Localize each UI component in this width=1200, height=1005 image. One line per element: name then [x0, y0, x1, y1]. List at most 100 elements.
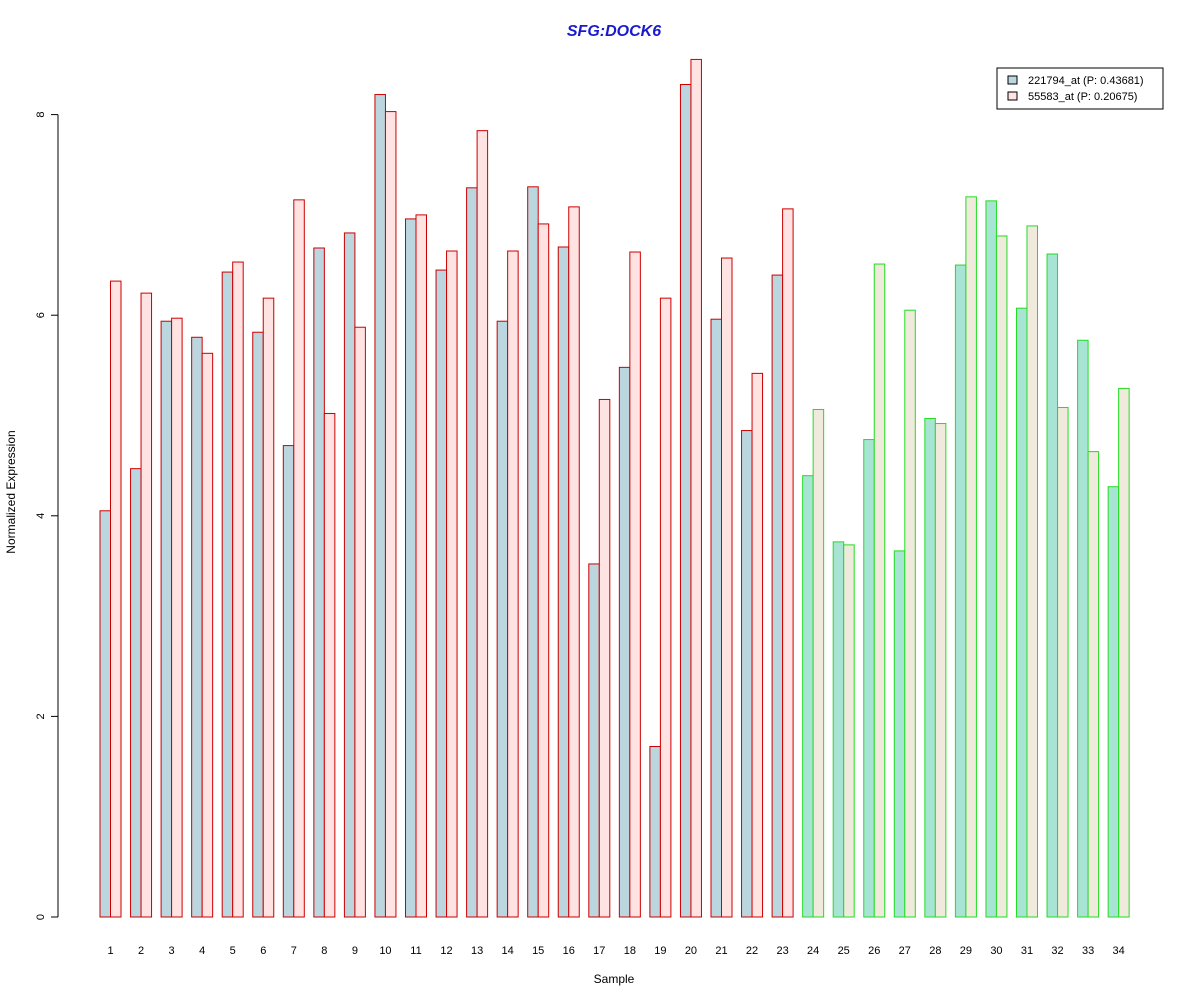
x-tick-label: 24 [807, 945, 819, 957]
bar-sample-17-series-2 [598, 398, 611, 918]
x-tick-label: 25 [838, 945, 850, 957]
x-tick-label: 33 [1082, 945, 1094, 957]
bar-sample-3-series-2 [171, 317, 183, 918]
y-axis: 0 2 4 6 8 [35, 112, 59, 920]
bar-sample-8-series-2 [323, 412, 336, 918]
bar-sample-6-series-2 [262, 297, 275, 918]
x-tick-label: 4 [199, 945, 205, 957]
bar-sample-12-series-1 [435, 269, 448, 918]
x-tick-label: 32 [1051, 945, 1063, 957]
bar-sample-21-series-2 [721, 257, 733, 918]
bar-sample-26-series-1 [863, 439, 875, 918]
bar-sample-23-series-1 [771, 274, 784, 918]
x-tick-label: 11 [410, 945, 421, 957]
x-tick-label: 30 [990, 945, 1002, 957]
bar-sample-27-series-1 [893, 550, 906, 918]
bar-sample-30-series-2 [995, 235, 1008, 918]
x-tick-label: 14 [502, 945, 514, 957]
bar-sample-16-series-1 [557, 246, 570, 918]
bar-sample-24-series-2 [812, 408, 825, 918]
bar-sample-21-series-1 [710, 318, 722, 918]
bar-sample-5-series-1 [221, 271, 234, 918]
bar-sample-8-series-1 [313, 247, 325, 918]
bar-sample-6-series-1 [252, 331, 264, 918]
x-tick-label: 5 [230, 945, 236, 957]
bar-sample-29-series-2 [965, 196, 977, 918]
bar-sample-33-series-2 [1087, 451, 1100, 918]
bar-sample-14-series-2 [507, 250, 519, 918]
bars-layer [99, 58, 1130, 918]
bar-sample-19-series-1 [649, 745, 661, 918]
bar-sample-25-series-1 [832, 541, 845, 918]
x-tick-label: 28 [929, 945, 941, 957]
legend: 221794_at (P: 0.43681) 55583_at (P: 0.20… [996, 67, 1164, 110]
chart-title: SFG:DOCK6 [567, 23, 661, 40]
bar-sample-4-series-1 [191, 336, 203, 918]
legend-entry-series-2: 55583_at (P: 0.20675) [1028, 91, 1137, 103]
bar-sample-14-series-1 [496, 320, 509, 918]
x-tick-label: 19 [654, 945, 666, 957]
bar-sample-7-series-1 [282, 445, 295, 918]
y-tick-label: 2 [35, 713, 47, 719]
legend-swatch-series-2 [1007, 91, 1018, 101]
x-tick-label: 22 [746, 945, 758, 957]
bar-sample-25-series-2 [843, 544, 855, 918]
bar-sample-23-series-2 [782, 208, 794, 918]
x-tick-label: 23 [776, 945, 788, 957]
x-tick-label: 20 [685, 945, 697, 957]
bar-sample-1-series-2 [110, 280, 122, 918]
bar-sample-9-series-1 [343, 232, 356, 918]
bar-sample-18-series-1 [618, 366, 631, 918]
y-tick-label: 6 [35, 312, 47, 318]
legend-box [996, 67, 1164, 110]
bar-sample-24-series-1 [802, 475, 814, 918]
bar-sample-31-series-2 [1026, 225, 1038, 918]
x-tick-label: 18 [624, 945, 636, 957]
x-tick-label: 8 [321, 945, 327, 957]
bar-sample-18-series-2 [629, 251, 641, 918]
bar-sample-15-series-1 [527, 186, 539, 918]
y-tick-label: 0 [35, 914, 47, 920]
x-axis-label: Sample [594, 972, 635, 986]
bar-sample-11-series-2 [415, 214, 427, 918]
x-tick-label: 34 [1113, 945, 1125, 957]
x-tick-label: 3 [169, 945, 175, 957]
x-tick-label: 21 [715, 945, 727, 957]
bar-sample-29-series-1 [954, 264, 967, 918]
legend-entry-series-1: 221794_at (P: 0.43681) [1028, 75, 1144, 87]
bar-sample-32-series-1 [1046, 253, 1059, 918]
bar-sample-32-series-2 [1057, 406, 1069, 918]
bar-sample-13-series-2 [476, 130, 489, 918]
bar-sample-26-series-2 [873, 263, 886, 918]
x-axis-ticks: 1 2 3 4 5 6 7 8 9 10 11 12 13 14 15 16 17 18 19 20 21 22 23 24 2… [107, 945, 1124, 957]
x-tick-label: 27 [899, 945, 911, 957]
bar-sample-30-series-1 [985, 200, 997, 918]
bar-sample-1-series-1 [99, 510, 111, 918]
legend-swatch-series-1 [1007, 75, 1018, 85]
bar-sample-2-series-2 [140, 292, 153, 918]
x-tick-label: 6 [260, 945, 266, 957]
x-tick-label: 1 [107, 945, 113, 957]
x-tick-label: 15 [532, 945, 544, 957]
bar-sample-31-series-1 [1016, 307, 1028, 918]
x-tick-label: 7 [291, 945, 297, 957]
bar-sample-28-series-2 [934, 423, 947, 918]
bar-sample-12-series-2 [446, 250, 458, 918]
x-tick-label: 31 [1021, 945, 1033, 957]
bar-sample-3-series-1 [160, 320, 173, 918]
x-tick-label: 13 [471, 945, 483, 957]
y-axis-label: Normalized Expression [4, 430, 18, 553]
bar-sample-10-series-1 [374, 94, 386, 918]
bar-sample-19-series-2 [659, 297, 672, 918]
bar-sample-22-series-1 [741, 430, 753, 918]
bar-sample-13-series-1 [466, 187, 478, 918]
bar-sample-33-series-1 [1077, 339, 1089, 918]
bar-sample-2-series-1 [130, 468, 142, 918]
x-tick-label: 10 [379, 945, 391, 957]
bar-sample-34-series-1 [1107, 486, 1120, 918]
bar-sample-10-series-2 [384, 111, 397, 918]
bar-sample-28-series-1 [924, 418, 936, 918]
y-tick-label: 8 [35, 112, 47, 118]
